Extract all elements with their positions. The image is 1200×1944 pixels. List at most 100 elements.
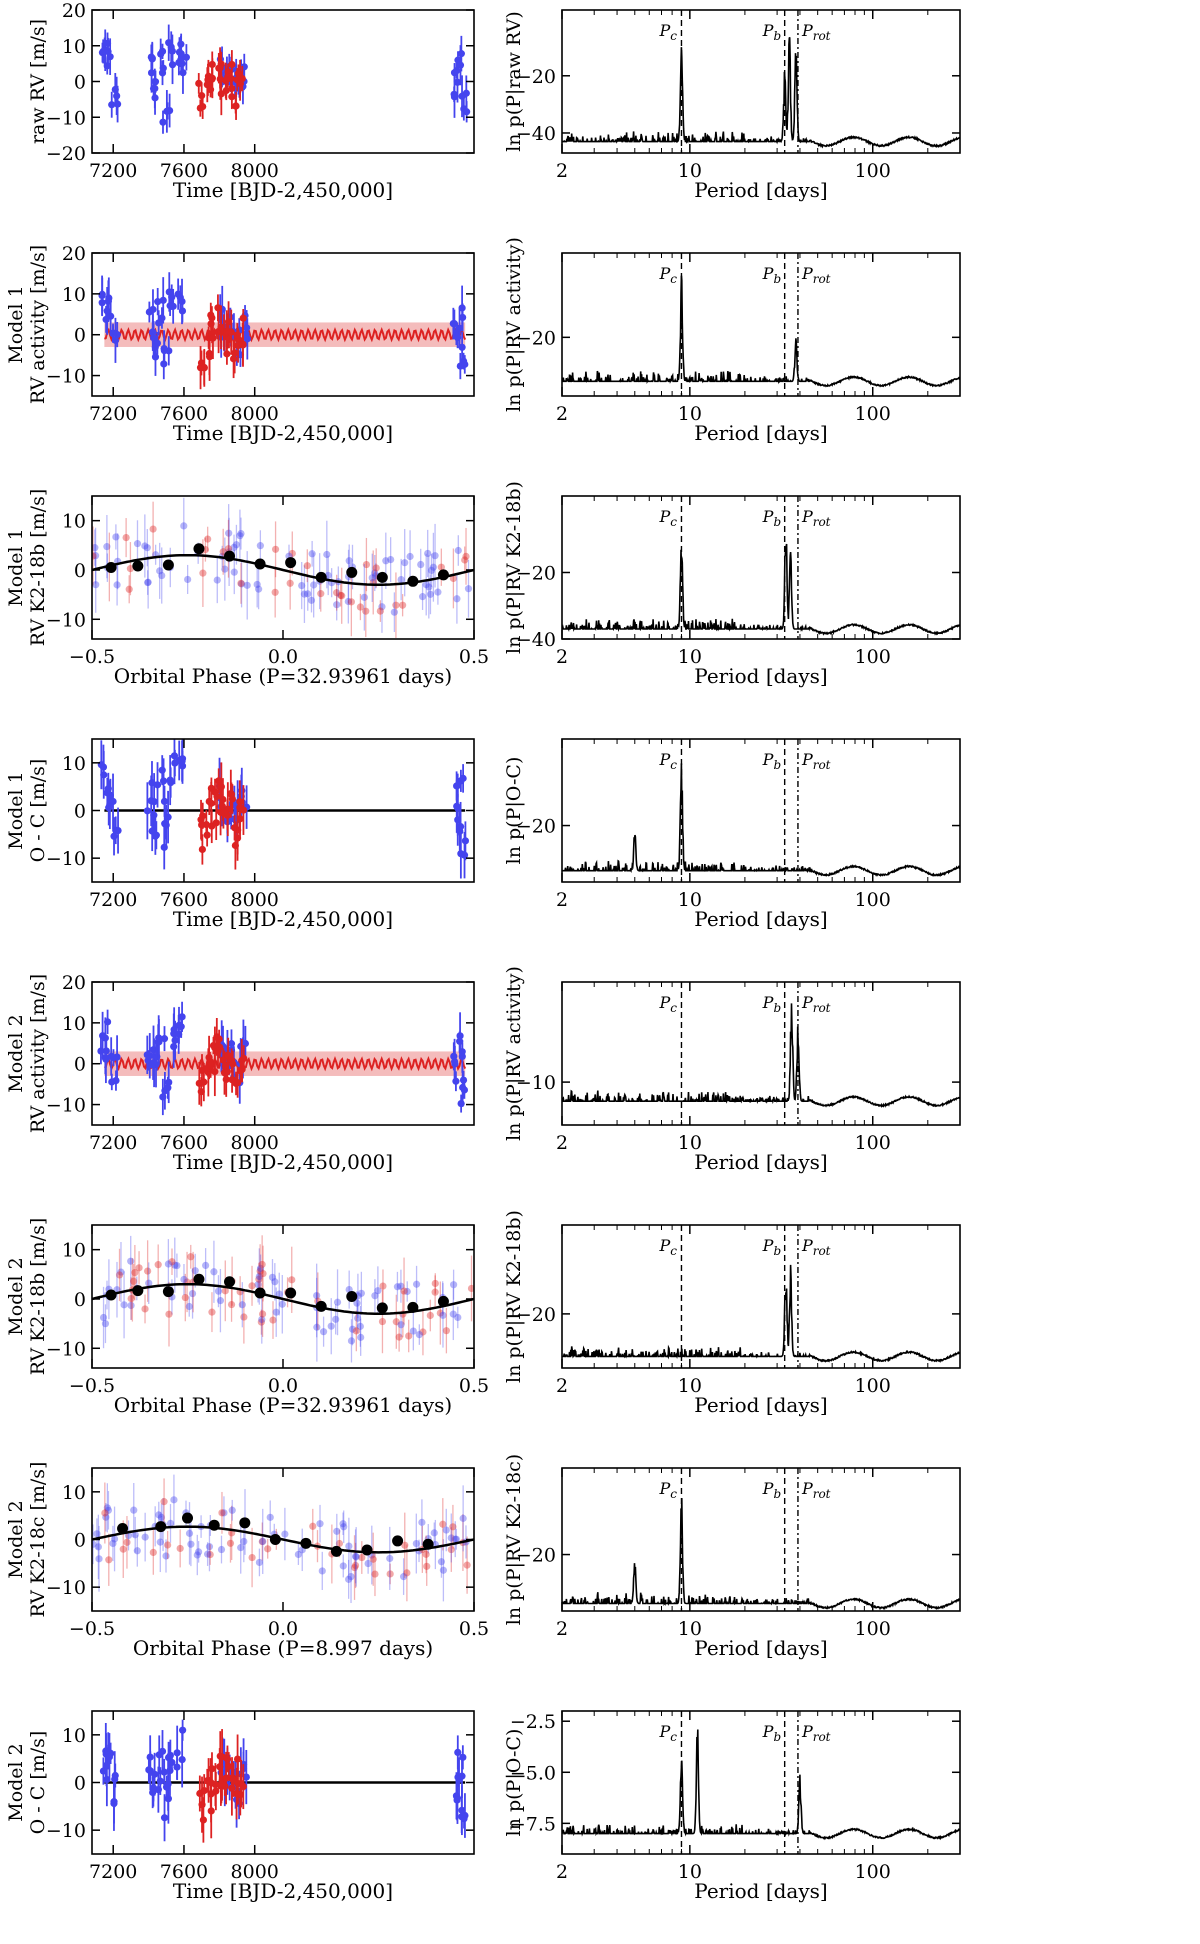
- panel-p10: −10 0 10 −0.5 0.0 0.5 Orbital Phase (P=32.9396…: [5, 1218, 489, 1417]
- phase-point: [431, 552, 439, 560]
- x-tick-label: 100: [855, 1375, 891, 1397]
- data-point-blue: [178, 757, 186, 765]
- y-tick-label: −20: [516, 562, 556, 584]
- phase-point: [92, 552, 100, 560]
- y-tick-label: −10: [46, 1820, 86, 1842]
- phase-point: [352, 1553, 360, 1561]
- data-point-blue: [150, 798, 158, 806]
- axes-frame: [91, 981, 475, 1126]
- phase-point: [356, 1322, 364, 1330]
- data-point-blue: [459, 313, 467, 322]
- phase-point: [162, 1552, 170, 1560]
- phase-point: [450, 1281, 458, 1289]
- x-tick-label: 7600: [160, 1861, 208, 1883]
- y-tick-label: −20: [516, 1304, 556, 1326]
- y-tick-label: −10: [46, 1095, 86, 1117]
- x-tick-label: 10: [678, 160, 702, 182]
- data-point-red: [227, 328, 235, 336]
- data-point-blue: [143, 807, 151, 815]
- x-tick-label: 100: [855, 646, 891, 668]
- phase-point: [255, 1272, 263, 1281]
- phase-point: [352, 1327, 360, 1335]
- data-point-red: [236, 80, 245, 88]
- phase-point: [145, 1279, 153, 1287]
- data-point-blue: [455, 324, 464, 332]
- y-tick-label: 10: [62, 511, 86, 533]
- phase-point: [144, 578, 152, 586]
- phase-point: [157, 1513, 166, 1521]
- y-axis-label: RV activity [m/s]: [27, 245, 49, 404]
- axes-frame: [561, 252, 961, 397]
- data-point-blue: [458, 1806, 466, 1814]
- data-point-blue: [450, 320, 458, 328]
- y-tick-label: −20: [46, 143, 86, 165]
- data-point-blue: [242, 1773, 250, 1781]
- phase-point: [278, 1300, 286, 1308]
- data-point-blue: [148, 54, 156, 62]
- phase-point: [426, 590, 435, 598]
- phase-point: [115, 1271, 124, 1279]
- phase-point: [217, 1545, 226, 1554]
- phase-point: [401, 1541, 409, 1549]
- data-point-red: [221, 1782, 229, 1790]
- phase-point: [281, 1530, 289, 1538]
- data-point-red: [231, 841, 239, 850]
- x-tick-label: 2: [556, 889, 568, 911]
- phase-point: [316, 1520, 324, 1528]
- phase-point: [185, 1302, 193, 1311]
- data-point-red: [223, 350, 231, 358]
- y-axis-label: ln p(P|RV K2-18c): [503, 1454, 525, 1625]
- phase-point: [94, 1543, 102, 1551]
- period-marker-label: Prot: [801, 507, 831, 529]
- phase-point: [319, 1328, 328, 1336]
- phase-point: [309, 1522, 317, 1530]
- phase-point: [160, 1498, 168, 1506]
- data-point-blue: [114, 826, 122, 835]
- phase-point: [101, 1320, 110, 1328]
- phase-point: [92, 552, 97, 560]
- data-point-red: [207, 799, 215, 807]
- data-point-blue: [155, 1034, 163, 1042]
- y-axis-label: O - C [m/s]: [27, 1731, 49, 1835]
- axes-frame: [561, 1224, 961, 1369]
- phase-point: [409, 1327, 417, 1335]
- phase-point: [176, 1544, 184, 1553]
- data-point-blue: [179, 69, 187, 77]
- phase-point: [357, 1289, 365, 1297]
- period-marker-label: Prot: [801, 1479, 831, 1501]
- phase-point: [255, 585, 263, 593]
- x-axis-label: Time [BJD-2,450,000]: [173, 1879, 393, 1903]
- phase-point: [105, 1556, 113, 1564]
- binned-point: [162, 559, 174, 571]
- phase-point: [431, 1279, 439, 1288]
- phase-point: [313, 1323, 321, 1331]
- phase-point: [449, 1523, 457, 1531]
- phase-point: [300, 590, 309, 598]
- data-point-blue: [164, 813, 172, 821]
- phase-point: [333, 601, 341, 609]
- data-point-red: [218, 802, 226, 810]
- phase-point: [395, 1333, 403, 1341]
- phase-point: [154, 1261, 162, 1269]
- y-tick-label: −10: [46, 848, 86, 870]
- data-point-blue: [113, 92, 121, 100]
- phase-point: [401, 559, 409, 567]
- phase-point: [130, 1277, 138, 1285]
- y-tick-label: 0: [74, 560, 86, 582]
- binned-point: [208, 1519, 220, 1531]
- y-axis-label: Model 1: [5, 771, 27, 850]
- x-tick-label: 2: [556, 403, 568, 425]
- phase-point: [351, 1561, 360, 1570]
- data-point-blue: [97, 1047, 105, 1055]
- data-point-blue: [454, 781, 462, 789]
- period-marker-label: Pb: [762, 264, 781, 286]
- y-tick-label: 10: [62, 284, 86, 306]
- data-point-red: [199, 1816, 207, 1824]
- data-point-red: [223, 811, 231, 819]
- phase-point: [199, 569, 207, 577]
- x-tick-label: 7600: [160, 889, 208, 911]
- period-marker-label: Pb: [762, 1722, 781, 1744]
- phase-point: [240, 1313, 248, 1321]
- phase-point: [258, 1315, 266, 1324]
- period-marker-label: Prot: [801, 993, 831, 1015]
